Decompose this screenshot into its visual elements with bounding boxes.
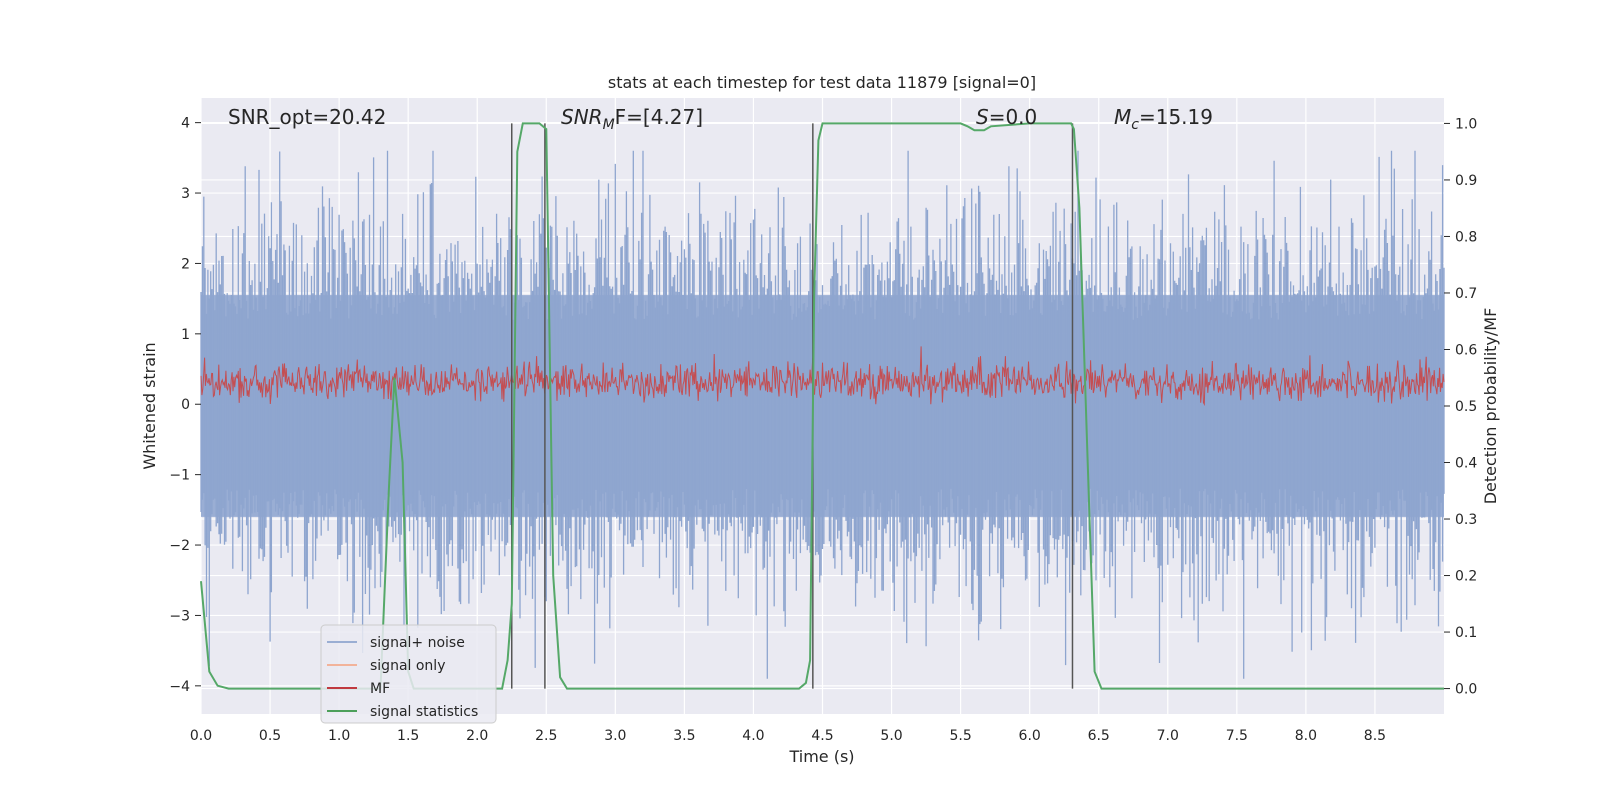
y-right-axis-label: Detection probability/MF: [1481, 308, 1500, 505]
chart-title: stats at each timestep for test data 118…: [608, 73, 1036, 92]
legend: signal+ noise signal only MF signal statist…: [320, 624, 497, 724]
series-signal-noise: [200, 150, 1445, 679]
mf-line: [200, 346, 1445, 407]
y-tick-label: 1: [181, 327, 190, 343]
y-right-tick-label: 0.9: [1455, 173, 1477, 189]
legend-label: signal only: [370, 658, 445, 674]
x-tick-label: 0.5: [259, 728, 281, 744]
y-right-tick-label: 0.1: [1455, 625, 1477, 641]
x-tick-label: 4.5: [811, 728, 833, 744]
y-tick-label: 2: [181, 256, 190, 272]
annotation-snr-mf-subscript: M: [603, 117, 615, 133]
x-tick-label: 3.0: [604, 728, 626, 744]
x-tick-label: 8.0: [1295, 728, 1317, 744]
signal-noise-line: [200, 150, 1445, 679]
y-right-tick-label: 0.0: [1455, 682, 1477, 698]
x-tick-label: 2.0: [466, 728, 488, 744]
x-tick-label: 2.5: [535, 728, 557, 744]
legend-label: MF: [370, 681, 390, 697]
series-signal-statistics: [200, 122, 1444, 690]
annotation-mc-value: =15.19: [1139, 105, 1213, 129]
y-tick-label: −1: [169, 468, 190, 484]
y-right-tick-label: 0.6: [1455, 342, 1477, 358]
y-right-tick-label: 0.5: [1455, 399, 1477, 415]
annotation-s: S=0.0: [976, 105, 1037, 129]
y-axis-label: Whitened strain: [140, 342, 159, 469]
y-right-tick-label: 1.0: [1455, 116, 1477, 132]
x-tick-label: 5.0: [880, 728, 902, 744]
annotation-s-value: =0.0: [989, 105, 1038, 129]
y-tick-label: 0: [181, 397, 190, 413]
x-tick-label: 3.5: [673, 728, 695, 744]
annotation-mc-symbol: M: [1114, 105, 1131, 129]
annotation-mc: Mc=15.19: [1114, 105, 1213, 133]
y-right-tick-label: 0.4: [1455, 456, 1477, 472]
x-tick-label: 8.5: [1364, 728, 1386, 744]
annotation-snr-mf: SNRMF=[4.27]: [561, 105, 703, 133]
x-tick-label: 6.0: [1019, 728, 1041, 744]
y-right-tick-label: 0.3: [1455, 512, 1477, 528]
y-tick-label: −4: [169, 679, 190, 695]
annotation-mc-subscript: c: [1131, 117, 1139, 133]
y-axis-ticks: 4 3 2 1 0 −1 −2 −3 −4: [169, 116, 201, 695]
x-tick-label: 4.0: [742, 728, 764, 744]
x-tick-label: 7.0: [1157, 728, 1179, 744]
legend-label: signal statistics: [370, 704, 478, 720]
y-right-tick-label: 0.2: [1455, 569, 1477, 585]
x-tick-label: 1.0: [328, 728, 350, 744]
annotation-s-symbol: S: [976, 105, 989, 129]
x-tick-label: 0.0: [190, 728, 212, 744]
y-tick-label: −3: [169, 608, 190, 624]
annotation-snr-mf-value: F=[4.27]: [615, 105, 703, 129]
y-tick-label: 4: [181, 116, 190, 132]
x-axis-ticks: 0.0 0.5 1.0 1.5 2.0 2.5 3.0 3.5 4.0 4.5 5.0 5.5 6.0 6…: [190, 728, 1386, 744]
annotation-snr-opt: SNR_opt=20.42: [228, 105, 386, 129]
legend-label: signal+ noise: [370, 635, 465, 651]
x-tick-label: 6.5: [1088, 728, 1110, 744]
y-right-axis-ticks: 1.0 0.9 0.8 0.7 0.6 0.5 0.4 0.3 0.2 0.1 0.0: [1444, 116, 1477, 698]
annotation-snr-mf-symbol: SNR: [561, 105, 603, 129]
y-tick-label: −2: [169, 538, 190, 554]
x-axis-label: Time (s): [788, 747, 854, 766]
signal-statistics-line: [200, 122, 1444, 690]
x-tick-label: 5.5: [949, 728, 971, 744]
x-tick-label: 1.5: [397, 728, 419, 744]
y-right-tick-label: 0.7: [1455, 286, 1477, 302]
series-mf: [200, 346, 1445, 407]
x-tick-label: 7.5: [1226, 728, 1248, 744]
legend-box: [320, 624, 497, 724]
y-tick-label: 3: [181, 186, 190, 202]
y-right-tick-label: 0.8: [1455, 229, 1477, 245]
